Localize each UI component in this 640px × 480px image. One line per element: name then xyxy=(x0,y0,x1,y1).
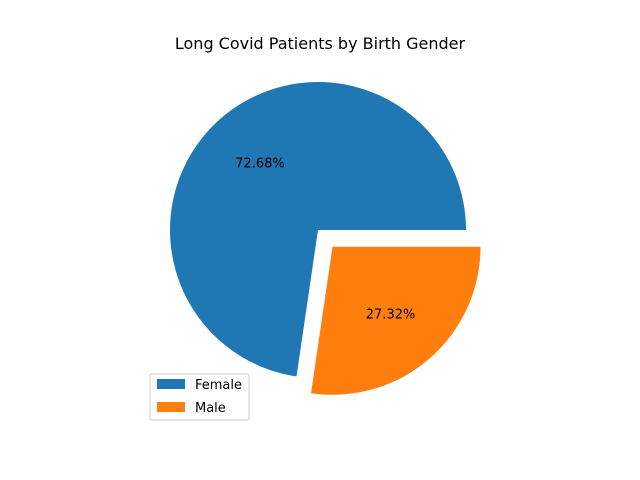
chart-title: Long Covid Patients by Birth Gender xyxy=(175,34,466,53)
pie-slice-female xyxy=(170,82,467,377)
pie-percent-labels: 72.68% 27.32% xyxy=(235,156,415,322)
pie-slice-male xyxy=(311,246,481,395)
legend-swatch-female xyxy=(157,379,185,389)
pie-slices xyxy=(170,82,481,395)
legend-label-male: Male xyxy=(195,401,226,416)
legend-label-female: Female xyxy=(195,378,242,393)
legend-swatch-male xyxy=(157,402,185,412)
legend: Female Male xyxy=(149,373,250,421)
pct-label-male: 27.32% xyxy=(366,307,416,322)
pct-label-female: 72.68% xyxy=(235,156,285,171)
